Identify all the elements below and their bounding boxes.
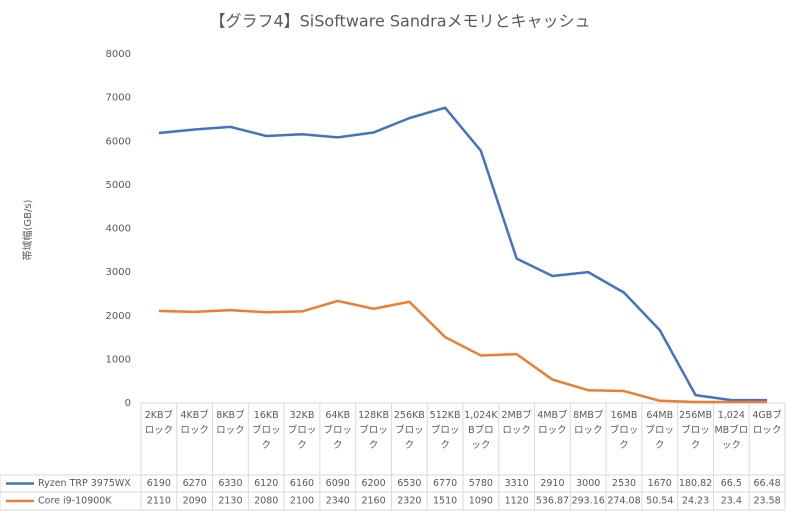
table-value: 1090 xyxy=(469,496,493,507)
x-tick-label: 256MBブロック xyxy=(679,410,712,451)
table-value: 180.82 xyxy=(679,478,712,489)
table-value: 2080 xyxy=(254,496,278,507)
x-tick-label: 256KBブロック xyxy=(393,410,425,451)
x-tick-label: 128KBブロック xyxy=(358,410,389,451)
legend-label: Core i9-10900K xyxy=(38,496,112,507)
table-value: 2110 xyxy=(147,496,171,507)
x-tick-label: 2MBブロック xyxy=(501,410,532,436)
table-value: 5780 xyxy=(469,478,493,489)
table-value: 6120 xyxy=(254,478,278,489)
x-tick-label: 4KBブロック xyxy=(180,410,209,436)
y-tick-label: 1000 xyxy=(106,354,131,365)
table-value: 2530 xyxy=(612,478,636,489)
table-value: 2910 xyxy=(540,478,564,489)
y-tick-label: 8000 xyxy=(106,49,131,60)
table-value: 24.23 xyxy=(682,496,709,507)
chart-title: 【グラフ4】SiSoftware Sandraメモリとキャッシュ xyxy=(209,12,590,31)
y-tick-label: 6000 xyxy=(106,136,131,147)
table-value: 1510 xyxy=(433,496,457,507)
table-value: 3310 xyxy=(505,478,529,489)
table-value: 2130 xyxy=(218,496,242,507)
table-value: 2160 xyxy=(361,496,385,507)
series-line xyxy=(158,106,768,402)
table-value: 6330 xyxy=(218,478,242,489)
y-tick-label: 0 xyxy=(125,398,131,409)
table-value: 2100 xyxy=(290,496,314,507)
table-value: 50.54 xyxy=(646,496,673,507)
table-value: 6190 xyxy=(147,478,171,489)
table-value: 293.16 xyxy=(572,496,605,507)
legend-label: Ryzen TRP 3975WX xyxy=(38,478,131,489)
x-tick-label: 4MBブロック xyxy=(537,410,568,436)
y-tick-label: 2000 xyxy=(106,311,131,322)
y-tick-label: 7000 xyxy=(106,93,131,104)
table-value: 66.48 xyxy=(754,478,781,489)
x-tick-label: 16KBブロック xyxy=(251,410,281,451)
series-line xyxy=(158,299,768,404)
x-tick-label: 64KBブロック xyxy=(323,410,353,451)
x-tick-label: 8KBブロック xyxy=(216,410,245,436)
table-value: 66.5 xyxy=(721,478,742,489)
table-value: 2090 xyxy=(183,496,207,507)
table-value: 2320 xyxy=(397,496,421,507)
x-tick-label: 8MBブロック xyxy=(573,410,604,436)
table-value: 274.08 xyxy=(607,496,640,507)
x-tick-label: 1,024KBブロック xyxy=(464,410,498,451)
x-tick-label: 32KBブロック xyxy=(287,410,317,451)
y-tick-label: 4000 xyxy=(106,224,131,235)
table-value: 23.4 xyxy=(721,496,742,507)
table-value: 6770 xyxy=(433,478,457,489)
table-value: 2340 xyxy=(326,496,350,507)
table-value: 3000 xyxy=(576,478,600,489)
table-value: 536.87 xyxy=(536,496,569,507)
table-value: 6530 xyxy=(397,478,421,489)
table-value: 6160 xyxy=(290,478,314,489)
table-value: 6200 xyxy=(361,478,385,489)
table-value: 6270 xyxy=(183,478,207,489)
y-tick-label: 3000 xyxy=(106,267,131,278)
x-tick-label: 512KBブロック xyxy=(429,410,461,451)
table-value: 23.58 xyxy=(754,496,781,507)
x-tick-label: 4GBブロック xyxy=(752,410,782,436)
table-value: 1670 xyxy=(648,478,672,489)
x-tick-label: 1,024MBブロック xyxy=(714,410,749,451)
table-value: 1120 xyxy=(505,496,529,507)
x-tick-label: 2KBブロック xyxy=(144,410,174,436)
x-tick-label: 64MBブロック xyxy=(645,410,675,451)
y-axis-title: 帯域幅(GB/s) xyxy=(21,199,34,260)
x-tick-label: 16MBブロック xyxy=(609,410,639,451)
table-value: 6090 xyxy=(326,478,350,489)
y-tick-label: 5000 xyxy=(106,180,131,191)
